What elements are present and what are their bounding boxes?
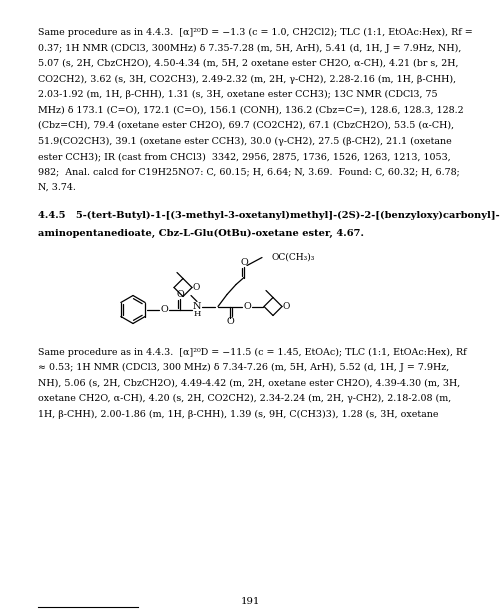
Text: ≈ 0.53; 1H NMR (CDCl3, 300 MHz) δ 7.34-7.26 (m, 5H, ArH), 5.52 (d, 1H, J = 7.9Hz: ≈ 0.53; 1H NMR (CDCl3, 300 MHz) δ 7.34-7… (38, 363, 449, 372)
Text: 1H, β-CHH), 2.00-1.86 (m, 1H, β-CHH), 1.39 (s, 9H, C(CH3)3), 1.28 (s, 3H, oxetan: 1H, β-CHH), 2.00-1.86 (m, 1H, β-CHH), 1.… (38, 409, 438, 419)
Text: MHz) δ 173.1 (C=O), 172.1 (C=O), 156.1 (CONH), 136.2 (Cbz=C=), 128.6, 128.3, 128: MHz) δ 173.1 (C=O), 172.1 (C=O), 156.1 (… (38, 105, 464, 115)
Text: Same procedure as in 4.4.3.  [α]²⁰D = −11.5 (c = 1.45, EtOAc); TLC (1:1, EtOAc:H: Same procedure as in 4.4.3. [α]²⁰D = −11… (38, 348, 467, 357)
Text: 982;  Anal. calcd for C19H25NO7: C, 60.15; H, 6.64; N, 3.69.  Found: C, 60.32; H: 982; Anal. calcd for C19H25NO7: C, 60.15… (38, 167, 460, 177)
Text: O: O (282, 302, 290, 311)
Text: O: O (176, 290, 184, 299)
Text: CO2CH2), 3.62 (s, 3H, CO2CH3), 2.49-2.32 (m, 2H, γ-CH2), 2.28-2.16 (m, 1H, β-CHH: CO2CH2), 3.62 (s, 3H, CO2CH3), 2.49-2.32… (38, 75, 456, 83)
Text: 2.03-1.92 (m, 1H, β-CHH), 1.31 (s, 3H, oxetane ester CCH3); 13C NMR (CDCl3, 75: 2.03-1.92 (m, 1H, β-CHH), 1.31 (s, 3H, o… (38, 90, 438, 99)
Text: O: O (192, 283, 200, 292)
Text: N: N (193, 302, 201, 311)
Text: 0.37; 1H NMR (CDCl3, 300MHz) δ 7.35-7.28 (m, 5H, ArH), 5.41 (d, 1H, J = 7.9Hz, N: 0.37; 1H NMR (CDCl3, 300MHz) δ 7.35-7.28… (38, 44, 462, 53)
Text: (Cbz=CH), 79.4 (oxetane ester CH2O), 69.7 (CO2CH2), 67.1 (CbzCH2O), 53.5 (α-CH),: (Cbz=CH), 79.4 (oxetane ester CH2O), 69.… (38, 121, 454, 130)
Text: O: O (160, 305, 168, 314)
Text: H: H (194, 311, 200, 319)
Text: Same procedure as in 4.4.3.  [α]²⁰D = −1.3 (c = 1.0, CH2Cl2); TLC (1:1, EtOAc:He: Same procedure as in 4.4.3. [α]²⁰D = −1.… (38, 28, 473, 37)
Text: 51.9(CO2CH3), 39.1 (oxetane ester CCH3), 30.0 (γ-CH2), 27.5 (β-CH2), 21.1 (oxeta: 51.9(CO2CH3), 39.1 (oxetane ester CCH3),… (38, 137, 452, 146)
Text: 191: 191 (240, 597, 260, 606)
Text: OC(CH₃)₃: OC(CH₃)₃ (272, 253, 316, 262)
Text: aminopentanedioate, Cbz-L-Glu(OtBu)-oxetane ester, 4.67.: aminopentanedioate, Cbz-L-Glu(OtBu)-oxet… (38, 229, 364, 238)
Text: oxetane CH2O, α-CH), 4.20 (s, 2H, CO2CH2), 2.34-2.24 (m, 2H, γ-CH2), 2.18-2.08 (: oxetane CH2O, α-CH), 4.20 (s, 2H, CO2CH2… (38, 394, 451, 403)
Text: N, 3.74.: N, 3.74. (38, 183, 76, 192)
Text: 5.07 (s, 2H, CbzCH2O), 4.50-4.34 (m, 5H, 2 oxetane ester CH2O, α-CH), 4.21 (br s: 5.07 (s, 2H, CbzCH2O), 4.50-4.34 (m, 5H,… (38, 59, 459, 68)
Text: O: O (226, 317, 234, 326)
Text: 4.4.5   5-(tert-Butyl)-1-[(3-methyl-3-oxetanyl)methyl]-(2S)-2-[(benzyloxy)carbon: 4.4.5 5-(tert-Butyl)-1-[(3-methyl-3-oxet… (38, 210, 500, 219)
Text: O: O (240, 258, 248, 267)
Text: ester CCH3); IR (cast from CHCl3)  3342, 2956, 2875, 1736, 1526, 1263, 1213, 105: ester CCH3); IR (cast from CHCl3) 3342, … (38, 152, 451, 161)
Text: O: O (243, 302, 251, 311)
Text: NH), 5.06 (s, 2H, CbzCH2O), 4.49-4.42 (m, 2H, oxetane ester CH2O), 4.39-4.30 (m,: NH), 5.06 (s, 2H, CbzCH2O), 4.49-4.42 (m… (38, 378, 460, 387)
